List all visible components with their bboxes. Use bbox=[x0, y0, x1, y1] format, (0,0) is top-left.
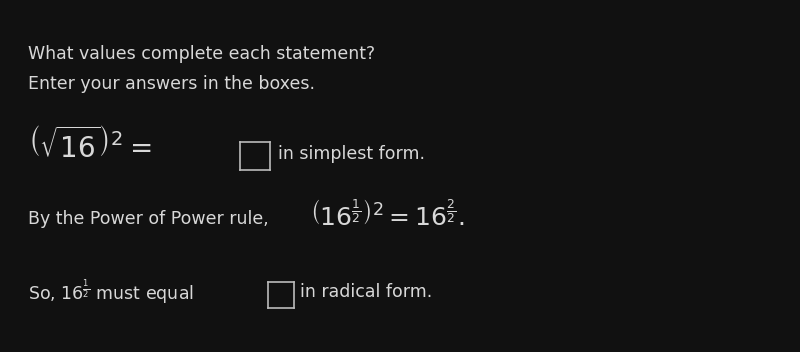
Text: So, $16^{\frac{1}{2}}$ must equal: So, $16^{\frac{1}{2}}$ must equal bbox=[28, 278, 194, 306]
Text: By the Power of Power rule,: By the Power of Power rule, bbox=[28, 210, 269, 228]
Text: in simplest form.: in simplest form. bbox=[278, 145, 425, 163]
Text: in radical form.: in radical form. bbox=[300, 283, 432, 301]
Text: $\left(\sqrt{16}\right)^{2}=$: $\left(\sqrt{16}\right)^{2}=$ bbox=[28, 128, 151, 164]
Text: What values complete each statement?: What values complete each statement? bbox=[28, 45, 375, 63]
Text: Enter your answers in the boxes.: Enter your answers in the boxes. bbox=[28, 75, 315, 93]
Text: $\left(16^{\frac{1}{2}}\right)^{2}=16^{\frac{2}{2}}.$: $\left(16^{\frac{1}{2}}\right)^{2}=16^{\… bbox=[310, 200, 465, 231]
